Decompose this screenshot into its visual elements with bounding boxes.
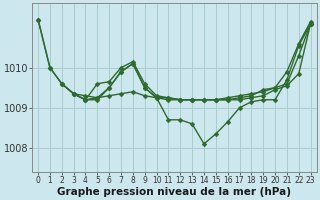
X-axis label: Graphe pression niveau de la mer (hPa): Graphe pression niveau de la mer (hPa) [57, 187, 291, 197]
